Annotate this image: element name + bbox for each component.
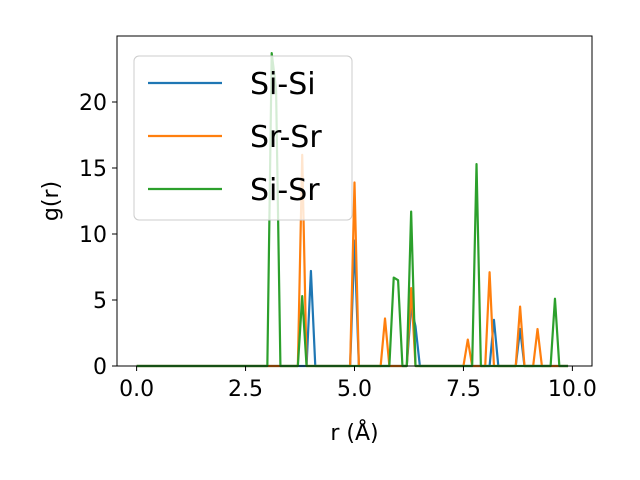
y-axis-label: g(r) — [39, 181, 64, 221]
x-tick-label: 5.0 — [337, 377, 372, 402]
legend: Si-Si Sr-Sr Si-Sr — [133, 55, 353, 221]
x-tick-label: 7.5 — [446, 377, 481, 402]
y-tick-label: 0 — [93, 355, 107, 380]
y-tick-label: 15 — [79, 157, 107, 182]
x-axis-label: r (Å) — [330, 419, 378, 446]
legend-label: Sr-Sr — [250, 120, 322, 155]
x-axis-ticks: 0.0 2.5 5.0 7.5 10.0 — [119, 366, 597, 402]
legend-label: Si-Sr — [250, 173, 320, 208]
x-tick-label: 0.0 — [119, 377, 154, 402]
y-tick-label: 5 — [93, 289, 107, 314]
y-axis-ticks: 0 5 10 15 20 — [79, 91, 117, 380]
x-tick-label: 10.0 — [548, 377, 597, 402]
y-tick-label: 20 — [79, 91, 107, 116]
legend-label: Si-Si — [250, 67, 316, 102]
x-tick-label: 2.5 — [228, 377, 263, 402]
legend-box — [133, 55, 353, 221]
y-tick-label: 10 — [79, 223, 107, 248]
